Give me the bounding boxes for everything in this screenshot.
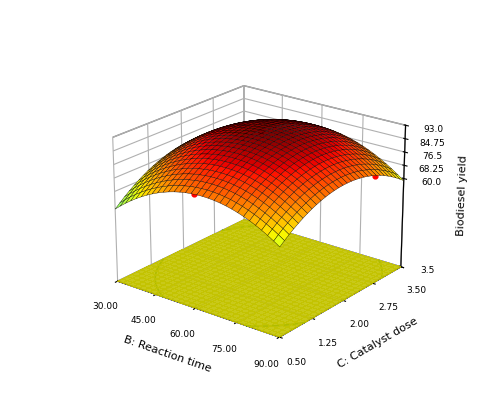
X-axis label: B: Reaction time: B: Reaction time (122, 334, 212, 373)
Y-axis label: C: Catalyst dose: C: Catalyst dose (336, 315, 420, 369)
